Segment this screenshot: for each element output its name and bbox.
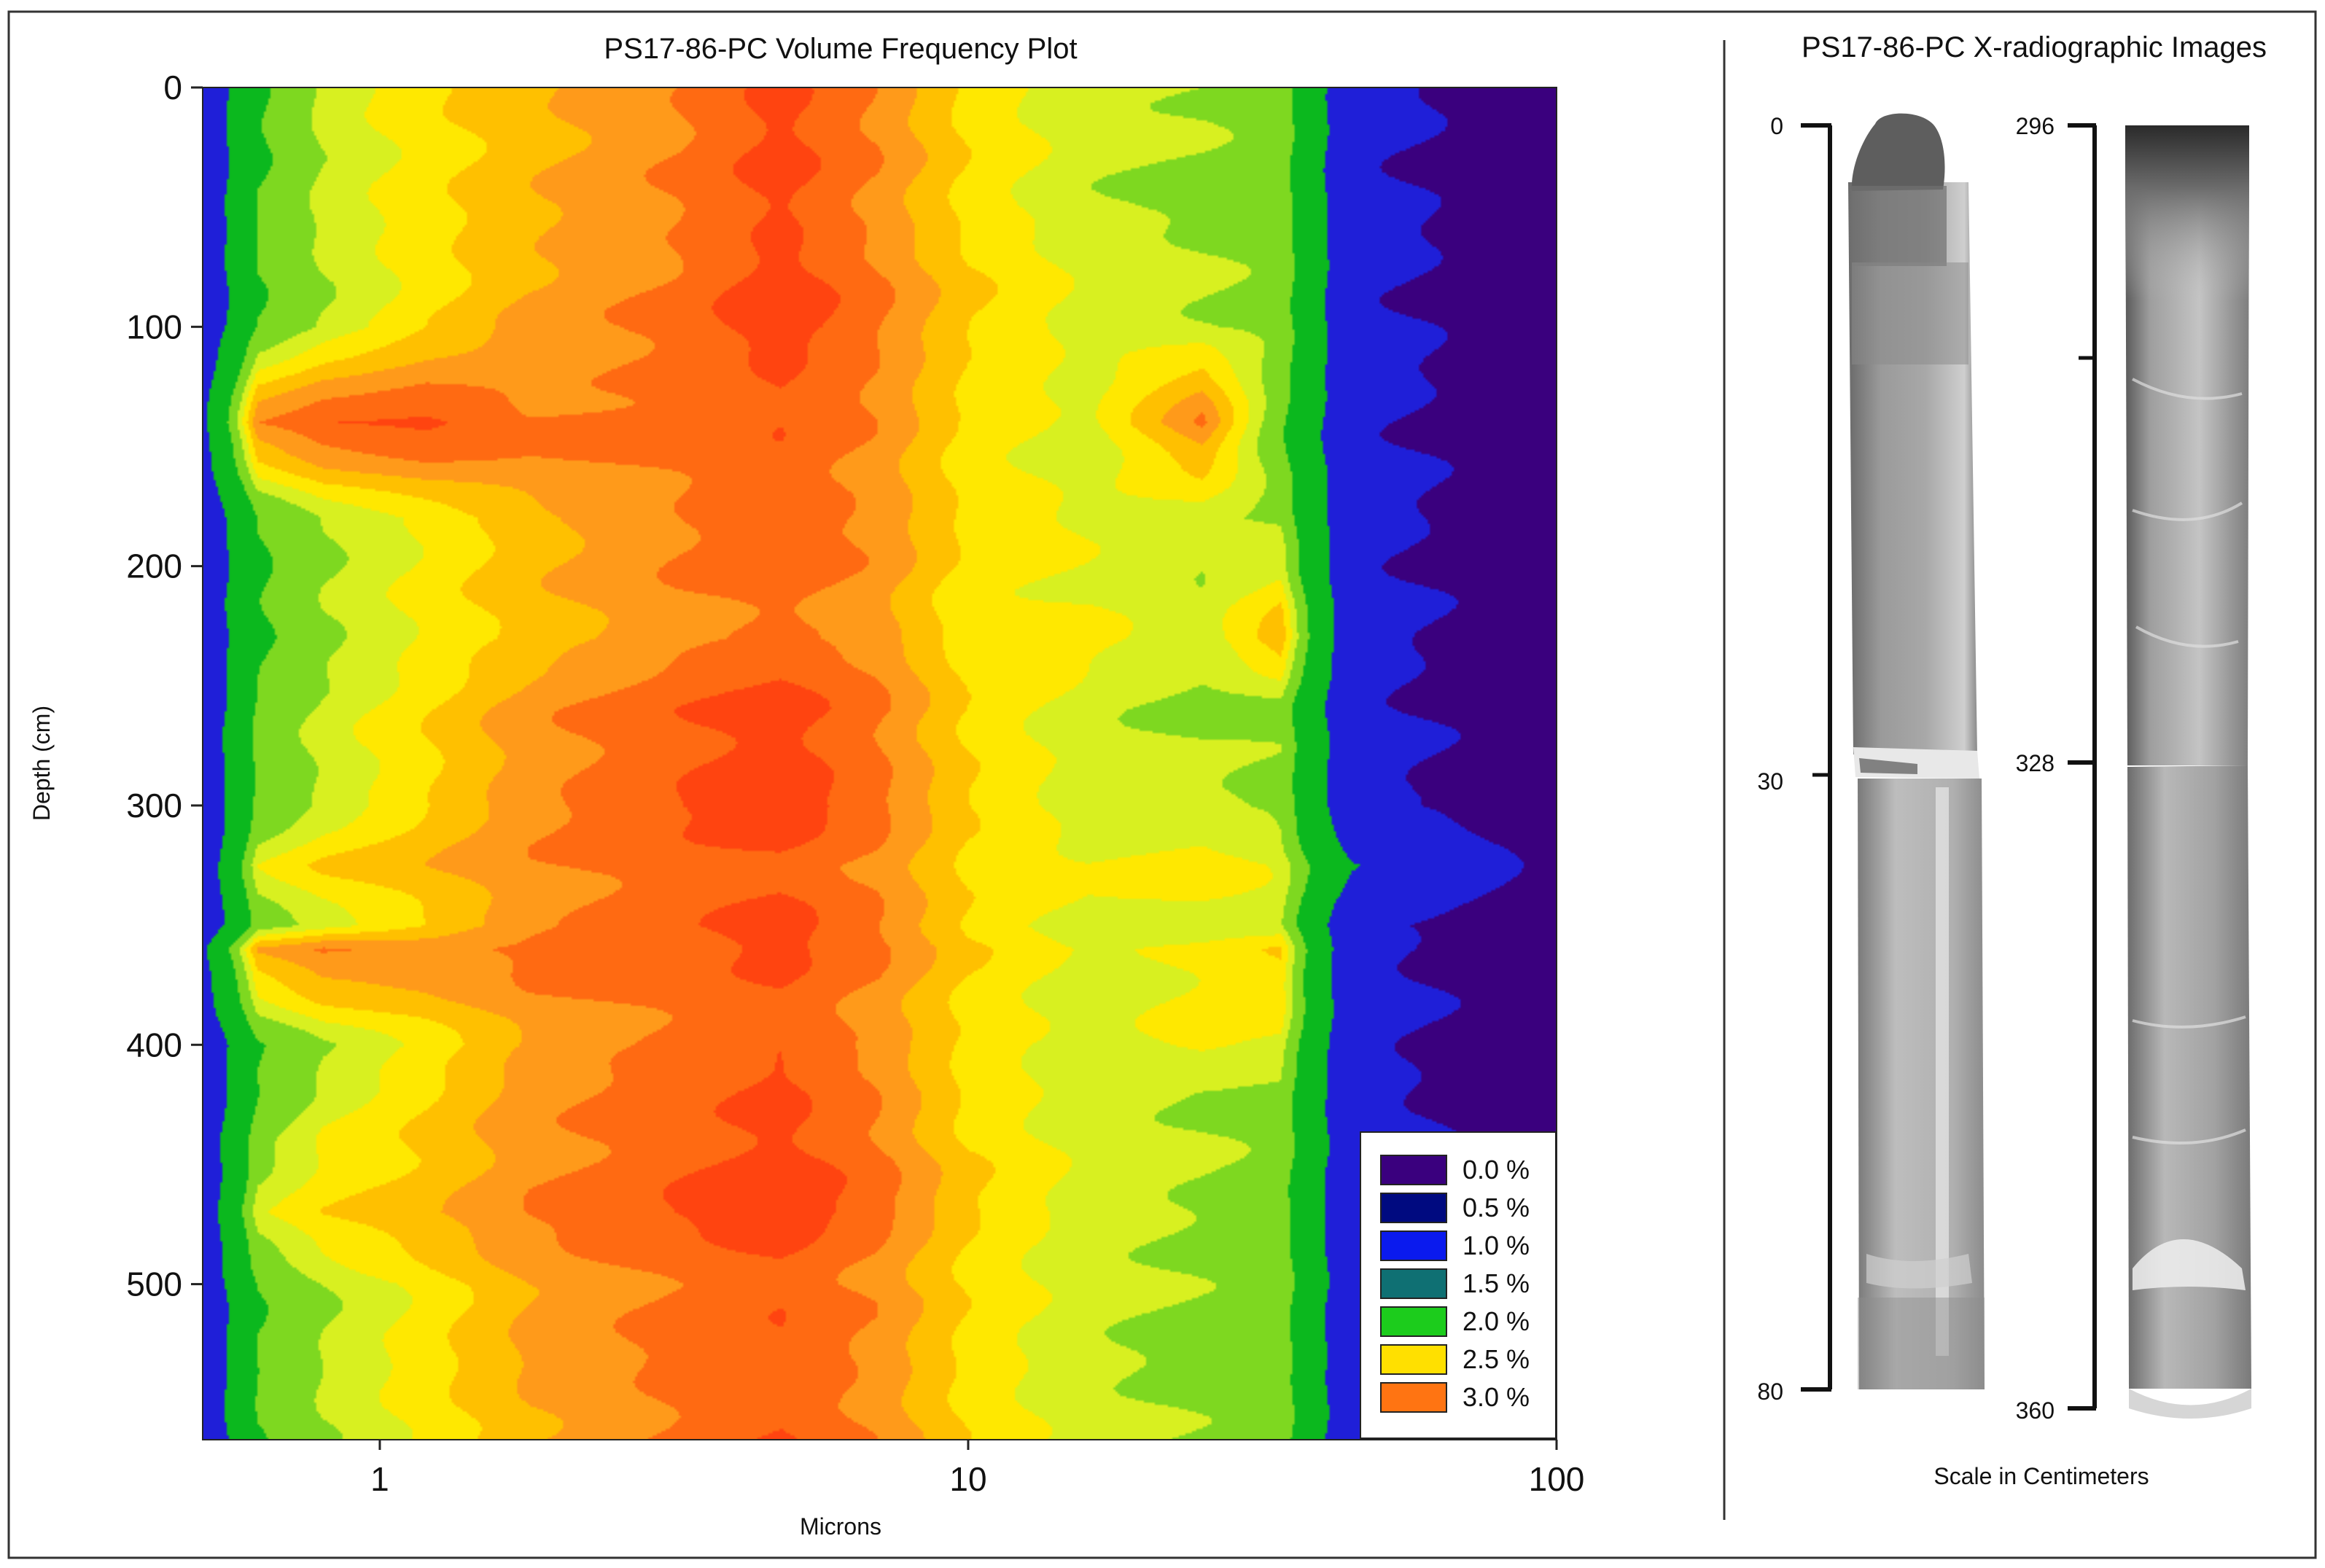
y-axis-label: Depth (cm) — [28, 706, 55, 821]
legend-label: 0.5 % — [1463, 1193, 1530, 1222]
right-core-top-label: 296 — [2016, 113, 2055, 139]
left-core-bottom-label: 80 — [1757, 1378, 1783, 1405]
legend-swatch — [1380, 1344, 1447, 1375]
legend-swatch — [1380, 1193, 1447, 1223]
legend-swatch — [1380, 1230, 1447, 1261]
x-axis-label: Microns — [800, 1513, 881, 1540]
legend-label: 1.0 % — [1463, 1230, 1530, 1260]
x-tick-label: 1 — [370, 1460, 389, 1498]
x-tick-label: 10 — [949, 1460, 986, 1498]
xray-scale-caption: Scale in Centimeters — [1933, 1463, 2149, 1489]
contour-plot-area — [203, 87, 1557, 1440]
legend-label: 0.0 % — [1463, 1155, 1530, 1185]
y-tick-label: 0 — [163, 69, 182, 106]
legend-label: 2.5 % — [1463, 1344, 1530, 1374]
legend-swatch — [1380, 1268, 1447, 1299]
legend: 0.0 % 0.5 % 1.0 % 1.5 % 2.0 % 2.5 % 3.0 % — [1360, 1131, 1557, 1439]
left-core-scale: 0 30 80 — [1757, 113, 1832, 1405]
legend-label: 1.5 % — [1463, 1268, 1530, 1298]
x-tick-label: 100 — [1529, 1460, 1585, 1498]
right-core-image — [2125, 125, 2251, 1419]
legend-label: 3.0 % — [1463, 1382, 1530, 1412]
legend-swatch — [1380, 1306, 1447, 1337]
legend-swatch — [1380, 1155, 1447, 1185]
right-core-scale: 296 328 360 — [2016, 113, 2097, 1424]
y-tick-label: 500 — [126, 1265, 182, 1303]
plot-frame — [202, 87, 1557, 1440]
xray-title: PS17-86-PC X-radiographic Images — [1802, 31, 2267, 63]
x-axis: 1 10 100 — [370, 1440, 1584, 1498]
y-tick-label: 400 — [126, 1026, 182, 1064]
right-core-bottom-label: 360 — [2016, 1397, 2055, 1424]
contour-title: PS17-86-PC Volume Frequency Plot — [604, 33, 1077, 65]
legend-swatch — [1380, 1382, 1447, 1413]
y-tick-label: 100 — [126, 308, 182, 346]
y-tick-label: 200 — [126, 547, 182, 585]
right-core-mid-label: 328 — [2016, 750, 2055, 776]
y-tick-label: 300 — [126, 787, 182, 824]
contour-field-image — [203, 87, 1557, 1440]
left-core-top-label: 0 — [1770, 113, 1783, 139]
y-axis: 0 100 200 300 400 500 — [126, 69, 203, 1303]
left-core-image — [1848, 113, 1985, 1389]
left-core-mid-label: 30 — [1757, 768, 1783, 795]
figure-border — [7, 10, 2317, 1559]
legend-label: 2.0 % — [1463, 1306, 1530, 1336]
